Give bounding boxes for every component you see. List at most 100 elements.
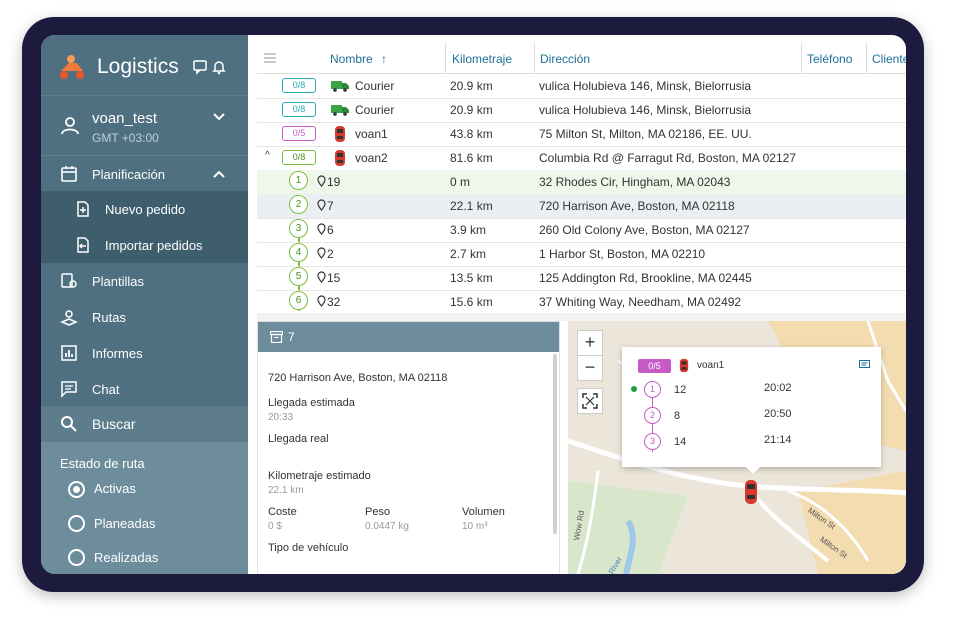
table-row[interactable]: 0/8 Courier 20.9 km vulica Holubieva 146… xyxy=(257,98,906,123)
map-view[interactable]: Milton St Milton St River Wow Rd + − 0/5… xyxy=(568,321,906,574)
list-settings-icon[interactable] xyxy=(264,53,276,63)
route-state-heading: Estado de ruta xyxy=(60,456,145,471)
stop-id: 6 xyxy=(327,223,334,237)
user-name: voan_test xyxy=(92,110,158,127)
sidebar-item-label: Informes xyxy=(92,345,143,361)
order-id: 7 xyxy=(288,330,295,344)
radio-done[interactable] xyxy=(68,549,85,566)
route-address: vulica Holubieva 146, Minsk, Bielorrusia xyxy=(539,79,752,93)
route-km: 81.6 km xyxy=(450,151,493,165)
chat-icon xyxy=(61,381,77,398)
sidebar-item-label: Importar pedidos xyxy=(105,237,203,253)
radio-active[interactable] xyxy=(68,481,85,498)
sidebar-item-routes[interactable]: Rutas xyxy=(41,299,248,335)
table-row[interactable]: 3 6 3.9 km 260 Old Colony Ave, Boston, M… xyxy=(257,218,906,243)
route-km: 43.8 km xyxy=(450,127,493,141)
route-address: 75 Milton St, Milton, MA 02186, EE. UU. xyxy=(539,127,752,141)
route-popup: 0/5 voan1 1 12 20:02 2 8 20:50 3 14 21:1… xyxy=(622,347,881,467)
weight-label: Peso xyxy=(365,506,391,518)
route-progress-badge: 0/8 xyxy=(282,78,316,93)
sidebar-item-planning[interactable]: Planificación xyxy=(41,155,248,192)
stop-address: 720 Harrison Ave, Boston, MA 02118 xyxy=(539,199,735,213)
radio-planned[interactable] xyxy=(68,515,85,532)
column-header-client[interactable]: Cliente xyxy=(872,52,906,66)
stop-km: 13.5 km xyxy=(450,271,493,285)
vehicle-marker-icon[interactable] xyxy=(744,479,758,505)
pin-icon xyxy=(317,295,326,307)
sidebar-item-templates[interactable]: Plantillas xyxy=(41,263,248,299)
detail-scrollbar[interactable] xyxy=(553,354,557,534)
table-row[interactable]: 6 32 15.6 km 37 Whiting Way, Needham, MA… xyxy=(257,290,906,312)
table-row[interactable]: 0/5 voan1 43.8 km 75 Milton St, Milton, … xyxy=(257,122,906,147)
order-address: 720 Harrison Ave, Boston, MA 02118 xyxy=(268,372,448,384)
pin-icon xyxy=(317,247,326,259)
user-panel[interactable]: voan_test GMT +03:00 xyxy=(41,95,248,156)
messages-icon[interactable] xyxy=(192,59,208,75)
panel-splitter[interactable] xyxy=(257,313,906,321)
stop-number: 6 xyxy=(289,291,308,310)
table-row[interactable]: ^ 0/8 voan2 81.6 km Columbia Rd @ Farrag… xyxy=(257,146,906,171)
popup-route-name: voan1 xyxy=(697,360,725,371)
zoom-in-button[interactable]: + xyxy=(577,330,603,356)
sidebar-item-import-orders[interactable]: Importar pedidos xyxy=(41,227,248,263)
truck-icon xyxy=(331,81,349,92)
fullscreen-button[interactable] xyxy=(577,388,603,414)
route-name: voan1 xyxy=(355,127,388,141)
truck-icon xyxy=(331,105,349,116)
sidebar-item-new-order[interactable]: Nuevo pedido xyxy=(41,191,248,227)
sort-indicator[interactable]: ↑ xyxy=(381,52,387,66)
column-header-name[interactable]: Nombre xyxy=(330,52,373,66)
popup-stop-number: 2 xyxy=(644,407,661,424)
sidebar-item-label: Chat xyxy=(92,381,120,397)
bell-icon[interactable] xyxy=(211,59,227,75)
column-header-phone[interactable]: Teléfono xyxy=(807,52,853,66)
stop-km: 3.9 km xyxy=(450,223,487,237)
stop-number: 5 xyxy=(289,267,308,286)
radio-label-active: Activas xyxy=(94,481,136,496)
active-stop-dot xyxy=(631,386,637,392)
route-progress-badge: 0/8 xyxy=(282,102,316,117)
popup-stop-id: 8 xyxy=(674,410,681,422)
estimated-km-value: 22.1 km xyxy=(268,485,304,496)
car-icon xyxy=(335,150,345,166)
popup-timeline-line xyxy=(652,397,654,452)
collapse-chevron-icon[interactable]: ^ xyxy=(265,150,270,161)
app-screen: Logistics voan_test GMT +03:00 Planifica… xyxy=(41,35,906,574)
stop-id: 19 xyxy=(327,175,341,189)
stop-number: 3 xyxy=(289,219,308,238)
sidebar-item-reports[interactable]: Informes xyxy=(41,335,248,371)
user-timezone: GMT +03:00 xyxy=(92,131,159,145)
user-icon xyxy=(61,117,79,135)
archive-icon xyxy=(270,331,283,343)
comment-icon[interactable] xyxy=(859,360,870,370)
vehicle-type-label: Tipo de vehículo xyxy=(268,542,349,554)
table-row[interactable]: 4 2 2.7 km 1 Harbor St, Boston, MA 02210 xyxy=(257,242,906,267)
popup-stop-time: 21:14 xyxy=(764,434,792,446)
radio-label-planned: Planeadas xyxy=(94,516,156,531)
sidebar-item-search[interactable]: Buscar xyxy=(41,406,248,442)
chevron-up-icon[interactable] xyxy=(213,170,225,178)
column-header-address[interactable]: Dirección xyxy=(540,52,591,66)
table-row[interactable]: 0/8 Courier 20.9 km vulica Holubieva 146… xyxy=(257,74,906,99)
routes-table: Nombre ↑ Kilometraje Dirección Teléfono … xyxy=(257,43,906,313)
column-header-km[interactable]: Kilometraje xyxy=(452,52,513,66)
app-title: Logistics xyxy=(97,55,179,78)
zoom-out-button[interactable]: − xyxy=(577,355,603,381)
stop-km: 15.6 km xyxy=(450,295,493,309)
route-progress-badge: 0/8 xyxy=(282,150,316,165)
template-pin-icon xyxy=(61,273,77,288)
sidebar-item-label: Rutas xyxy=(92,309,126,325)
table-row[interactable]: 1 19 0 m 32 Rhodes Cir, Hingham, MA 0204… xyxy=(257,170,906,195)
bar-chart-icon xyxy=(61,345,77,361)
stop-number: 1 xyxy=(289,171,308,190)
table-row[interactable]: 5 15 13.5 km 125 Addington Rd, Brookline… xyxy=(257,266,906,291)
search-icon xyxy=(61,416,77,432)
sidebar-item-chat[interactable]: Chat xyxy=(41,371,248,407)
chevron-down-icon[interactable] xyxy=(212,112,226,122)
brand-header: Logistics xyxy=(41,35,248,95)
car-icon xyxy=(679,358,689,373)
stop-address: 37 Whiting Way, Needham, MA 02492 xyxy=(539,295,742,309)
route-km: 20.9 km xyxy=(450,79,493,93)
sidebar-item-label: Nuevo pedido xyxy=(105,201,186,217)
table-row[interactable]: 2 7 22.1 km 720 Harrison Ave, Boston, MA… xyxy=(257,194,906,219)
